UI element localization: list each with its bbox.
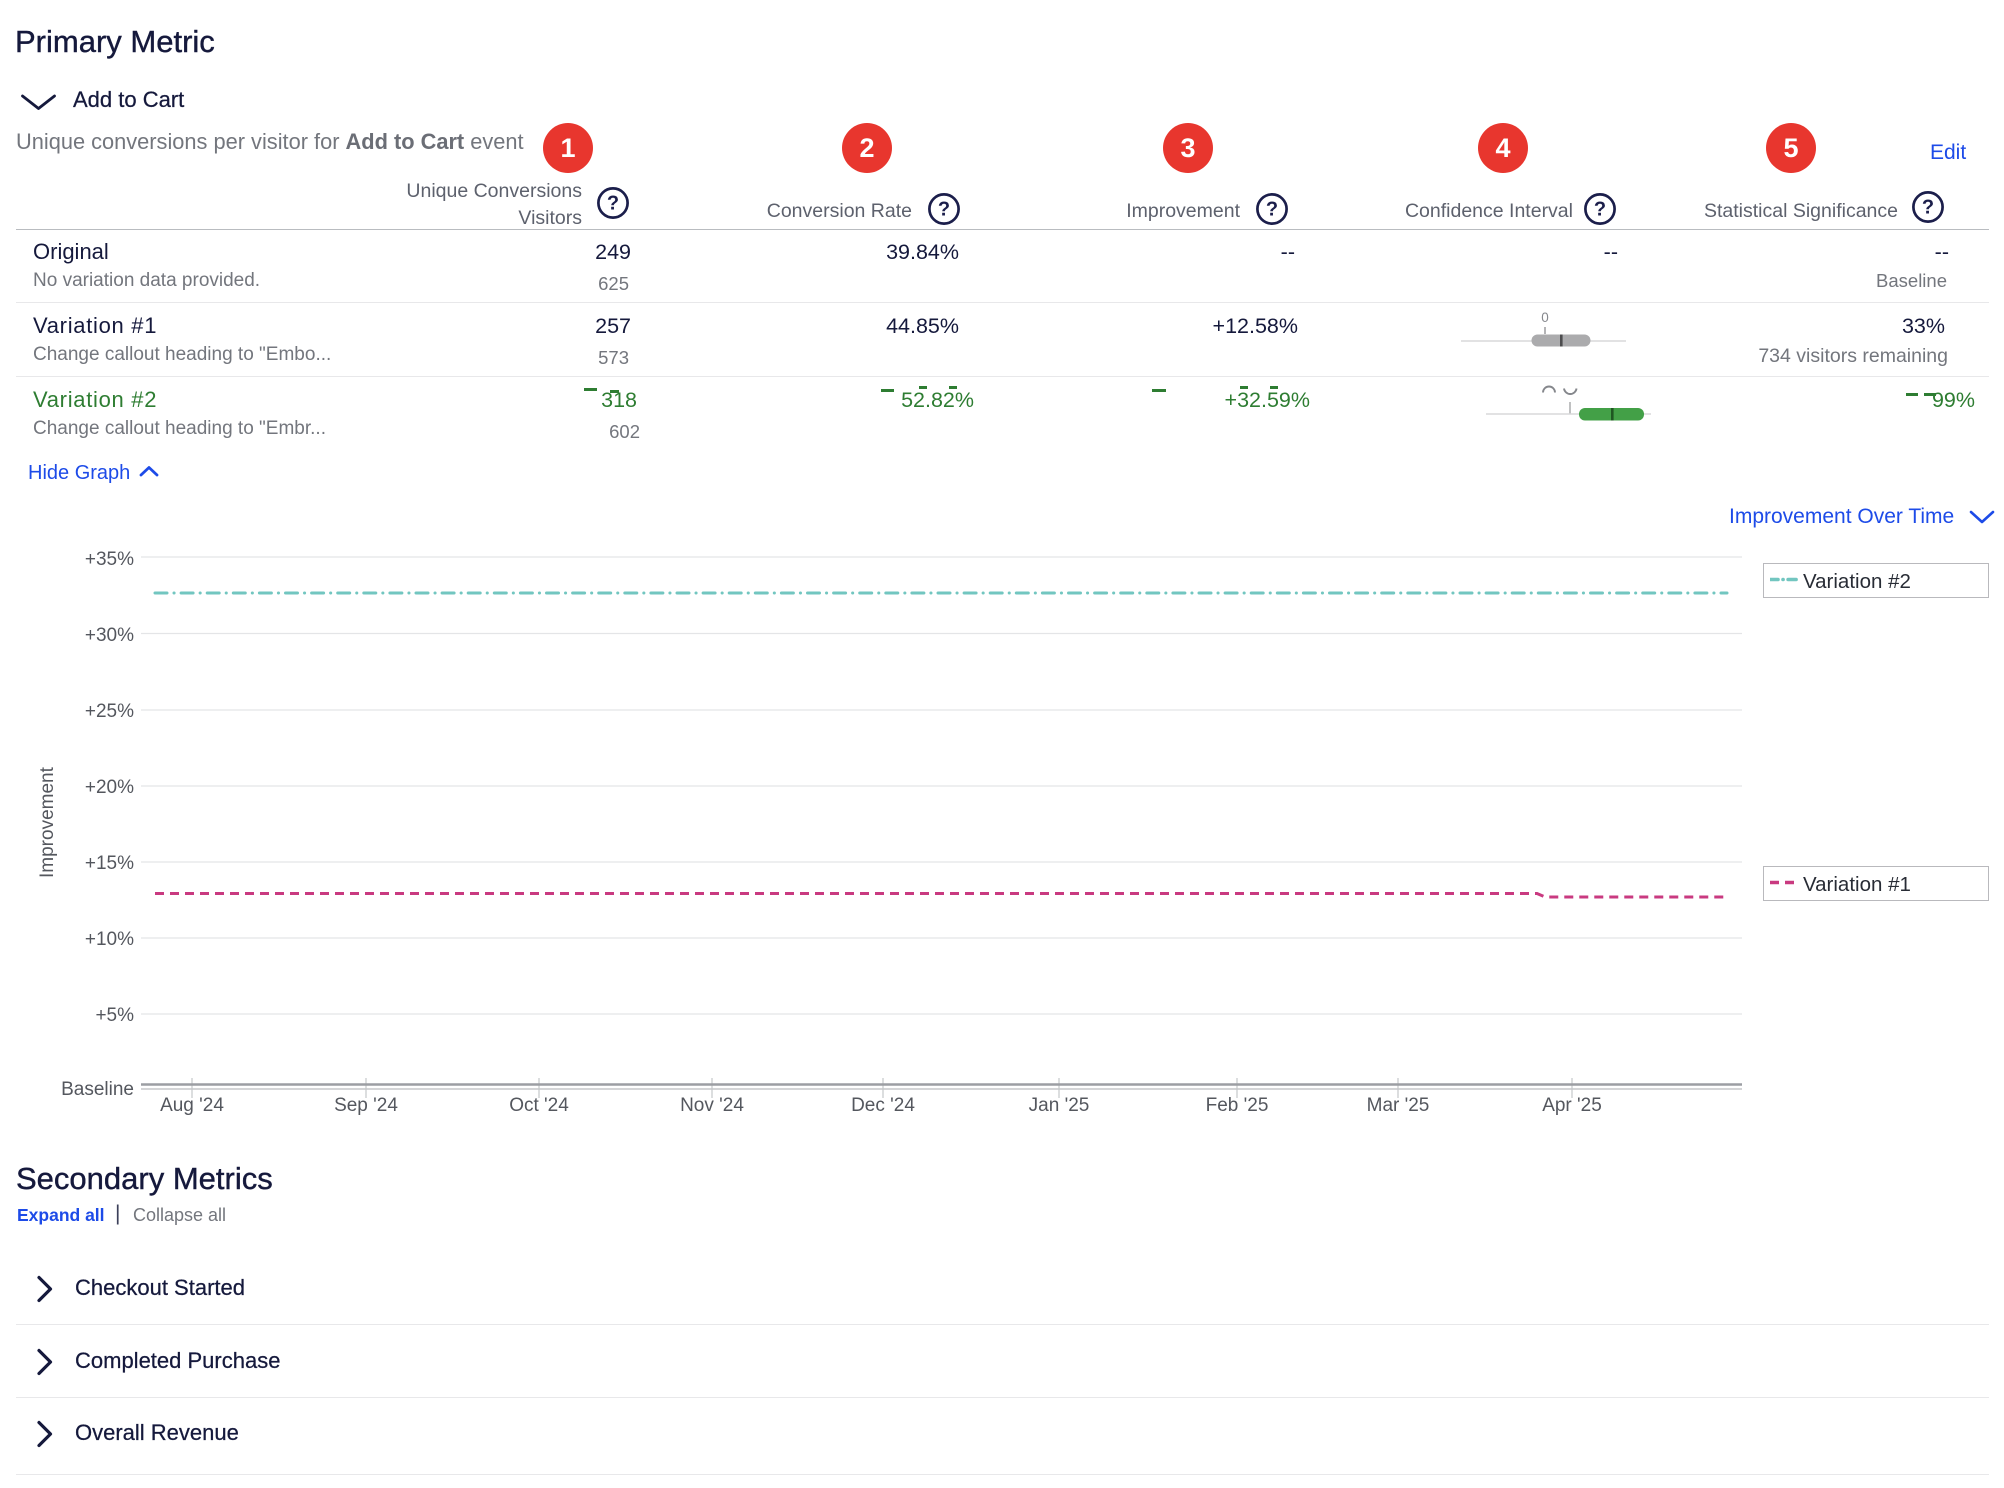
svg-text:?: ? <box>1922 197 1934 219</box>
svg-text:0: 0 <box>1541 310 1549 325</box>
svg-text:?: ? <box>1594 199 1606 221</box>
svg-text:?: ? <box>607 193 619 215</box>
svg-text:?: ? <box>938 199 950 221</box>
svg-text:?: ? <box>1266 199 1278 221</box>
